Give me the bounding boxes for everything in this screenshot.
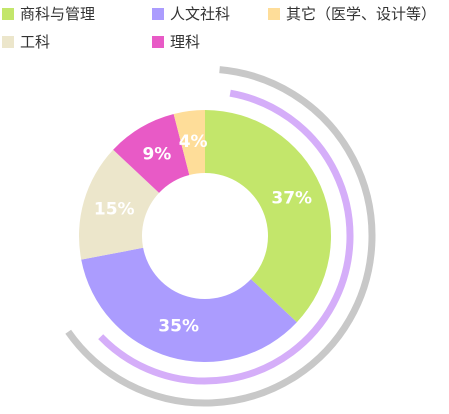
- slice-humanities[interactable]: [81, 247, 297, 362]
- decorative-arc-inner: [98, 89, 354, 385]
- legend: 商科与管理 人文社科 其它（医学、设计等） 工科 理科: [0, 0, 449, 56]
- slice-label-humanities: 35%: [158, 317, 199, 337]
- legend-label-humanities: 人文社科: [170, 5, 231, 23]
- legend-label-engineering: 工科: [20, 33, 51, 51]
- slice-label-science: 9%: [142, 145, 171, 165]
- slice-labels: 37% 35% 15% 9% 4%: [94, 132, 312, 337]
- slice-other[interactable]: [173, 110, 205, 175]
- legend-item-humanities[interactable]: 人文社科: [152, 3, 230, 24]
- legend-label-science: 理科: [170, 33, 201, 51]
- legend-item-business[interactable]: 商科与管理: [2, 3, 95, 24]
- slice-business[interactable]: [205, 110, 331, 323]
- slice-label-business: 37%: [271, 188, 312, 208]
- slice-label-other: 4%: [179, 132, 208, 152]
- decorative-arc-outer: [65, 66, 376, 407]
- slice-label-engineering: 15%: [94, 200, 135, 220]
- legend-swatch-humanities: [152, 7, 164, 20]
- legend-swatch-science: [152, 35, 164, 48]
- slice-engineering[interactable]: [79, 149, 160, 260]
- legend-item-engineering[interactable]: 工科: [2, 31, 50, 52]
- slice-science[interactable]: [113, 113, 190, 193]
- legend-label-business: 商科与管理: [20, 5, 96, 23]
- slices: [79, 110, 331, 362]
- legend-label-other: 其它（医学、设计等）: [286, 5, 437, 23]
- legend-swatch-engineering: [2, 35, 14, 48]
- legend-item-science[interactable]: 理科: [152, 31, 200, 52]
- legend-swatch-other: [268, 7, 280, 20]
- legend-swatch-business: [2, 7, 14, 20]
- legend-item-other[interactable]: 其它（医学、设计等）: [268, 3, 436, 24]
